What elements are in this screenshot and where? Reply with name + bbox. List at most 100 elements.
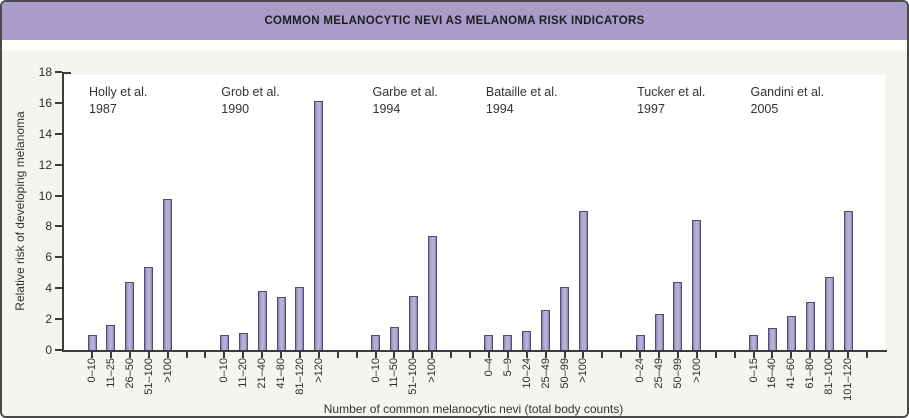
x-axis-tick <box>166 352 169 358</box>
y-axis-tick-label: 14 <box>38 126 52 141</box>
x-axis-tick <box>544 352 547 358</box>
x-axis-tick <box>847 352 849 358</box>
bar <box>219 335 229 350</box>
x-axis-tick-label: 10–24 <box>520 358 533 389</box>
study-label: Gandini et al. 2005 <box>751 84 825 118</box>
y-axis-top-tick <box>62 72 71 74</box>
x-axis-tick <box>658 352 660 358</box>
x-axis-tick-label: 26–50 <box>123 358 136 389</box>
x-axis-tick <box>639 352 642 358</box>
study-year: 1997 <box>637 102 665 116</box>
x-axis-tick-label: 51–100 <box>142 358 155 395</box>
y-axis-tick <box>55 194 62 197</box>
x-axis-tick-label: >100 <box>690 358 703 383</box>
x-axis-tick-label: 11–25 <box>104 358 117 388</box>
x-axis-tick <box>431 352 434 358</box>
study-label: Tucker et al. 1997 <box>637 84 705 118</box>
x-axis-tick <box>374 352 377 358</box>
bar <box>786 316 796 350</box>
study-year: 2005 <box>750 102 779 116</box>
bar <box>87 335 97 350</box>
bar <box>314 101 324 350</box>
y-axis-tick <box>55 132 62 135</box>
x-axis-tick-label: >100 <box>577 358 590 383</box>
y-axis-tick <box>55 349 62 351</box>
y-axis-tick-label: 10 <box>38 188 52 203</box>
y-axis-tick-label: 2 <box>45 312 52 327</box>
x-axis-tick <box>185 352 188 358</box>
x-axis-tick-label: 50–99 <box>671 358 684 389</box>
y-axis-tick-label: 0 <box>45 343 52 357</box>
x-axis-tick-label: 41–80 <box>275 358 287 389</box>
figure-title: COMMON MELANOCYTIC NEVI AS MELANOMA RISK… <box>264 15 645 27</box>
x-axis-tick <box>695 352 698 358</box>
x-axis-tick-label: 61–80 <box>804 358 817 389</box>
x-axis-tick <box>242 352 245 358</box>
x-axis-tick-label: 0–15 <box>747 358 760 383</box>
x-axis-tick-label: >100 <box>426 358 439 383</box>
x-axis-tick-label: 81–120 <box>293 358 306 395</box>
x-axis-tick <box>676 352 679 358</box>
bar <box>692 220 702 350</box>
study-name: Bataille et al. <box>485 85 558 99</box>
x-axis-tick-label: 0–10 <box>218 358 231 383</box>
x-axis-tick <box>261 352 264 358</box>
bar <box>805 302 815 350</box>
bar <box>749 335 758 350</box>
study-year: 1987 <box>89 102 117 116</box>
title-banner: COMMON MELANOCYTIC NEVI AS MELANOMA RISK… <box>2 2 907 40</box>
bar <box>560 287 569 350</box>
bar <box>427 236 437 350</box>
x-axis-tick <box>147 352 150 358</box>
x-axis-tick <box>828 352 831 358</box>
bar <box>824 277 834 350</box>
x-axis-tick-label: 51–100 <box>407 358 420 395</box>
x-axis-tick-label: 41–60 <box>785 358 798 389</box>
plot-background <box>64 75 885 350</box>
x-axis-tick <box>525 352 528 358</box>
bar <box>541 310 551 350</box>
bar <box>295 287 305 350</box>
study-name: Garbe et al. <box>372 85 438 99</box>
x-axis-tick <box>450 352 453 358</box>
x-axis-tick <box>601 352 604 358</box>
study-year: 1994 <box>372 102 401 116</box>
x-axis-tick-label: 11–20 <box>237 358 250 388</box>
x-axis-tick <box>809 352 812 358</box>
x-axis-tick <box>620 352 623 358</box>
x-axis-tick-label: 11–50 <box>388 358 401 388</box>
x-axis-tick-label: 0–10 <box>86 358 98 383</box>
y-axis-line <box>62 72 64 352</box>
x-axis-tick-label: 50–99 <box>558 358 571 389</box>
x-axis-tick-label: 25–49 <box>653 358 665 389</box>
x-axis-tick <box>317 352 320 358</box>
y-axis-tick <box>55 71 62 73</box>
x-axis-tick <box>790 352 793 358</box>
y-axis-tick-label: 6 <box>45 250 52 265</box>
study-label: Holly et al. 1987 <box>89 84 147 118</box>
x-axis-tick <box>771 352 774 358</box>
study-name: Holly et al. <box>89 85 148 99</box>
y-axis-tick-label: 4 <box>45 281 52 296</box>
x-axis-tick <box>506 352 509 358</box>
banner-separator <box>2 40 907 50</box>
bar <box>635 335 645 350</box>
x-axis-tick-label: 25–49 <box>539 358 552 389</box>
y-axis-tick <box>55 101 62 104</box>
x-axis-tick <box>865 352 868 358</box>
bar <box>408 296 418 350</box>
y-axis-tick-label: 18 <box>38 65 52 79</box>
x-axis-tick <box>393 352 396 358</box>
x-axis-tick <box>128 352 131 358</box>
x-axis-tick <box>223 352 226 358</box>
x-axis-tick <box>487 352 490 358</box>
bar <box>238 333 248 350</box>
x-axis-tick-label: 0–4 <box>482 358 495 377</box>
x-axis-tick-label: 81–100 <box>823 358 836 395</box>
x-axis-tick-label: 16–40 <box>766 358 779 389</box>
bar <box>673 282 683 350</box>
x-axis-line <box>62 350 887 352</box>
study-label: Bataille et al. 1994 <box>486 84 558 118</box>
x-axis-tick-label: 21–40 <box>256 358 269 389</box>
x-axis-tick <box>298 352 301 358</box>
